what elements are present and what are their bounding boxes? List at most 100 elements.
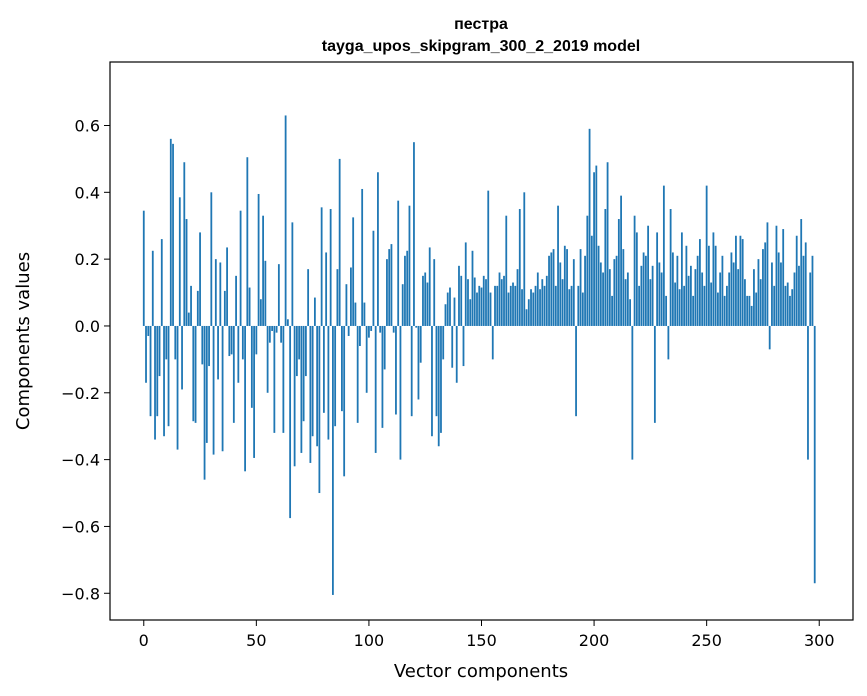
bar-108 (386, 259, 388, 326)
bar-138 (453, 297, 456, 326)
bar-159 (500, 279, 503, 326)
bar-16 (178, 197, 181, 326)
bar-287 (789, 295, 791, 326)
bar-295 (807, 325, 809, 460)
bar-292 (800, 219, 803, 326)
bar-199 (590, 235, 593, 326)
bar-91 (347, 325, 350, 336)
bar-9 (163, 325, 165, 437)
bar-204 (602, 272, 604, 326)
bar-268 (746, 295, 749, 326)
bar-53 (262, 215, 264, 326)
bar-110 (390, 244, 393, 326)
bar-15 (176, 325, 179, 450)
bar-198 (588, 128, 591, 326)
bar-102 (372, 230, 375, 326)
bar-5 (154, 325, 156, 440)
bar-234 (669, 209, 672, 326)
bar-240 (683, 285, 686, 326)
bar-293 (802, 255, 805, 326)
bar-90 (345, 284, 348, 326)
bar-21 (190, 285, 192, 326)
bar-279 (771, 262, 773, 326)
bar-261 (730, 252, 733, 326)
bar-214 (624, 279, 627, 326)
bar-238 (678, 289, 681, 326)
bar-280 (773, 285, 776, 326)
bar-7 (158, 325, 161, 377)
bar-122 (417, 325, 420, 400)
bar-118 (408, 205, 411, 326)
bar-140 (458, 265, 460, 326)
bar-211 (617, 219, 620, 326)
bar-286 (786, 282, 789, 326)
bar-233 (667, 325, 670, 360)
bar-109 (388, 249, 391, 326)
bar-266 (741, 239, 744, 326)
bar-47 (248, 287, 251, 326)
bar-56 (268, 325, 271, 343)
bar-32 (214, 259, 217, 326)
bar-78 (318, 325, 321, 494)
bar-219 (635, 232, 638, 326)
bar-105 (379, 325, 382, 333)
bar-14 (174, 325, 177, 360)
bar-191 (572, 259, 575, 326)
bar-202 (597, 245, 600, 326)
bar-182 (552, 249, 555, 326)
bar-274 (759, 279, 762, 326)
bar-267 (744, 279, 746, 326)
bar-196 (584, 255, 586, 326)
bar-273 (757, 259, 760, 326)
bar-142 (462, 325, 465, 367)
bar-271 (753, 269, 755, 326)
bar-55 (266, 325, 269, 393)
bar-297 (811, 255, 814, 326)
bar-164 (512, 282, 514, 326)
bar-257 (721, 255, 724, 326)
bar-42 (237, 325, 240, 383)
bar-256 (719, 272, 722, 326)
y-tick-label: −0.2 (61, 384, 100, 403)
bar-93 (352, 217, 355, 326)
bar-128 (431, 325, 433, 437)
bar-106 (381, 325, 384, 428)
bar-160 (503, 275, 505, 326)
bar-170 (525, 309, 528, 326)
bar-265 (739, 235, 742, 326)
bar-64 (286, 319, 289, 326)
bar-174 (534, 285, 537, 326)
plot-frame (109, 61, 854, 621)
bar-4 (151, 250, 154, 326)
bar-154 (489, 292, 492, 326)
bar-148 (476, 292, 478, 326)
bar-126 (426, 282, 429, 326)
bar-127 (428, 247, 431, 326)
bar-289 (793, 272, 796, 326)
bar-294 (804, 242, 807, 326)
bar-62 (282, 325, 285, 433)
bar-45 (244, 325, 246, 472)
bar-263 (735, 235, 737, 326)
x-tick-label: 200 (579, 631, 610, 650)
bar-275 (762, 249, 764, 326)
bar-185 (559, 262, 562, 326)
bar-243 (689, 265, 692, 326)
bar-123 (419, 325, 422, 363)
bar-203 (599, 262, 602, 326)
bar-246 (696, 255, 699, 326)
bar-186 (561, 279, 564, 326)
bar-150 (480, 287, 483, 326)
bar-229 (658, 262, 661, 326)
bar-172 (530, 289, 532, 326)
bar-252 (710, 282, 713, 326)
bar-189 (568, 289, 571, 326)
bar-48 (250, 325, 253, 408)
bar-193 (577, 285, 580, 326)
bar-227 (653, 325, 656, 423)
bar-72 (304, 325, 307, 377)
bar-248 (701, 272, 704, 326)
bar-41 (235, 275, 237, 326)
bar-247 (699, 239, 701, 326)
